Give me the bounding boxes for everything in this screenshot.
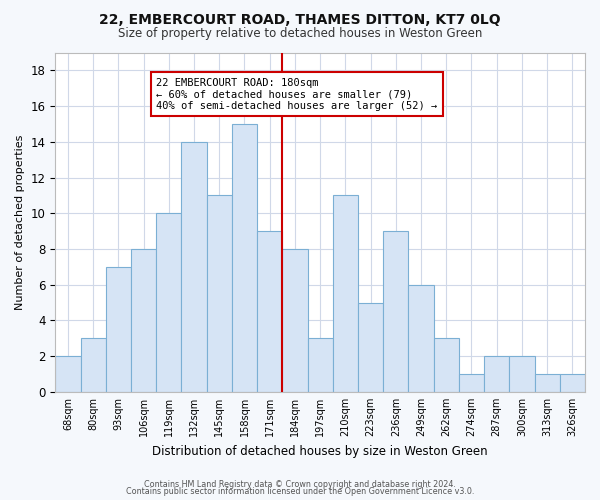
- Bar: [358, 302, 383, 392]
- Bar: [535, 374, 560, 392]
- Text: 22, EMBERCOURT ROAD, THAMES DITTON, KT7 0LQ: 22, EMBERCOURT ROAD, THAMES DITTON, KT7 …: [99, 12, 501, 26]
- Text: 22 EMBERCOURT ROAD: 180sqm
← 60% of detached houses are smaller (79)
40% of semi: 22 EMBERCOURT ROAD: 180sqm ← 60% of deta…: [156, 78, 437, 110]
- Bar: [257, 231, 283, 392]
- Bar: [283, 249, 308, 392]
- Bar: [484, 356, 509, 392]
- Bar: [55, 356, 80, 392]
- Bar: [308, 338, 333, 392]
- Bar: [409, 284, 434, 392]
- Text: Size of property relative to detached houses in Weston Green: Size of property relative to detached ho…: [118, 28, 482, 40]
- Text: Contains public sector information licensed under the Open Government Licence v3: Contains public sector information licen…: [126, 487, 474, 496]
- X-axis label: Distribution of detached houses by size in Weston Green: Distribution of detached houses by size …: [152, 444, 488, 458]
- Bar: [333, 196, 358, 392]
- Bar: [80, 338, 106, 392]
- Bar: [509, 356, 535, 392]
- Bar: [232, 124, 257, 392]
- Bar: [434, 338, 459, 392]
- Y-axis label: Number of detached properties: Number of detached properties: [15, 134, 25, 310]
- Bar: [106, 267, 131, 392]
- Bar: [383, 231, 409, 392]
- Bar: [156, 214, 181, 392]
- Bar: [131, 249, 156, 392]
- Bar: [206, 196, 232, 392]
- Bar: [459, 374, 484, 392]
- Text: Contains HM Land Registry data © Crown copyright and database right 2024.: Contains HM Land Registry data © Crown c…: [144, 480, 456, 489]
- Bar: [560, 374, 585, 392]
- Bar: [181, 142, 206, 392]
